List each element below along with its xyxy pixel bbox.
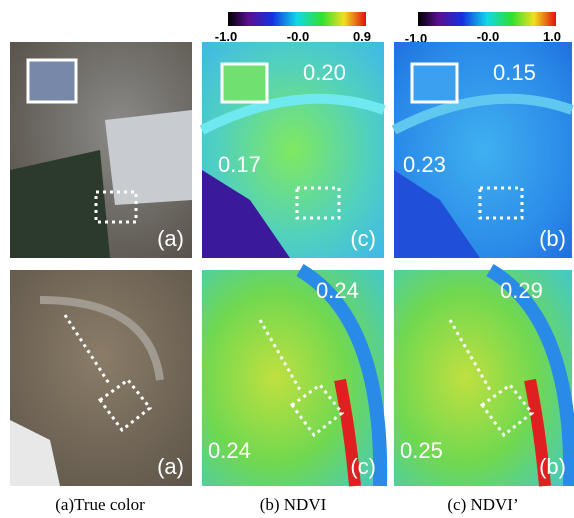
value-label: 0.24 — [316, 278, 359, 303]
value-label: 0.15 — [493, 60, 536, 85]
image-panel: (a) — [10, 42, 192, 258]
panel-label: (b) — [539, 454, 566, 479]
panel-label: (c) — [350, 226, 376, 251]
panel-label: (b) — [539, 226, 566, 251]
colorbar — [228, 12, 366, 26]
image-panel: 0.29 0.25 (b) — [394, 270, 572, 486]
figure: -1.0 -0.0 0.9 -1.0 -0.0 1.0 (a) 0.20 0.1… — [0, 0, 574, 518]
image-panel: (a) — [10, 270, 192, 486]
value-label: 0.20 — [303, 60, 346, 85]
colorbar-tick: 0.9 — [353, 29, 371, 44]
caption: (b) NDVI — [260, 495, 327, 514]
value-label: 0.24 — [208, 438, 251, 463]
colorbar-tick: 1.0 — [543, 29, 561, 44]
caption: (c) NDVI’ — [447, 495, 518, 514]
panel-label: (a) — [157, 454, 184, 479]
value-label: 0.17 — [218, 152, 261, 177]
panel-label: (c) — [350, 454, 376, 479]
colorbar-tick: -1.0 — [215, 29, 237, 44]
panel-label: (a) — [157, 226, 184, 251]
caption: (a)True color — [55, 495, 145, 514]
value-label: 0.29 — [500, 278, 543, 303]
value-label: 0.23 — [403, 152, 446, 177]
value-label: 0.25 — [400, 438, 443, 463]
image-panel: 0.20 0.17 (c) — [202, 42, 384, 258]
image-panel: 0.24 0.24 (c) — [202, 270, 384, 486]
colorbar — [418, 12, 556, 26]
colorbar-tick: -0.0 — [477, 29, 499, 44]
colorbar-tick: -0.0 — [287, 29, 309, 44]
image-panel: 0.15 0.23 (b) — [394, 42, 572, 258]
